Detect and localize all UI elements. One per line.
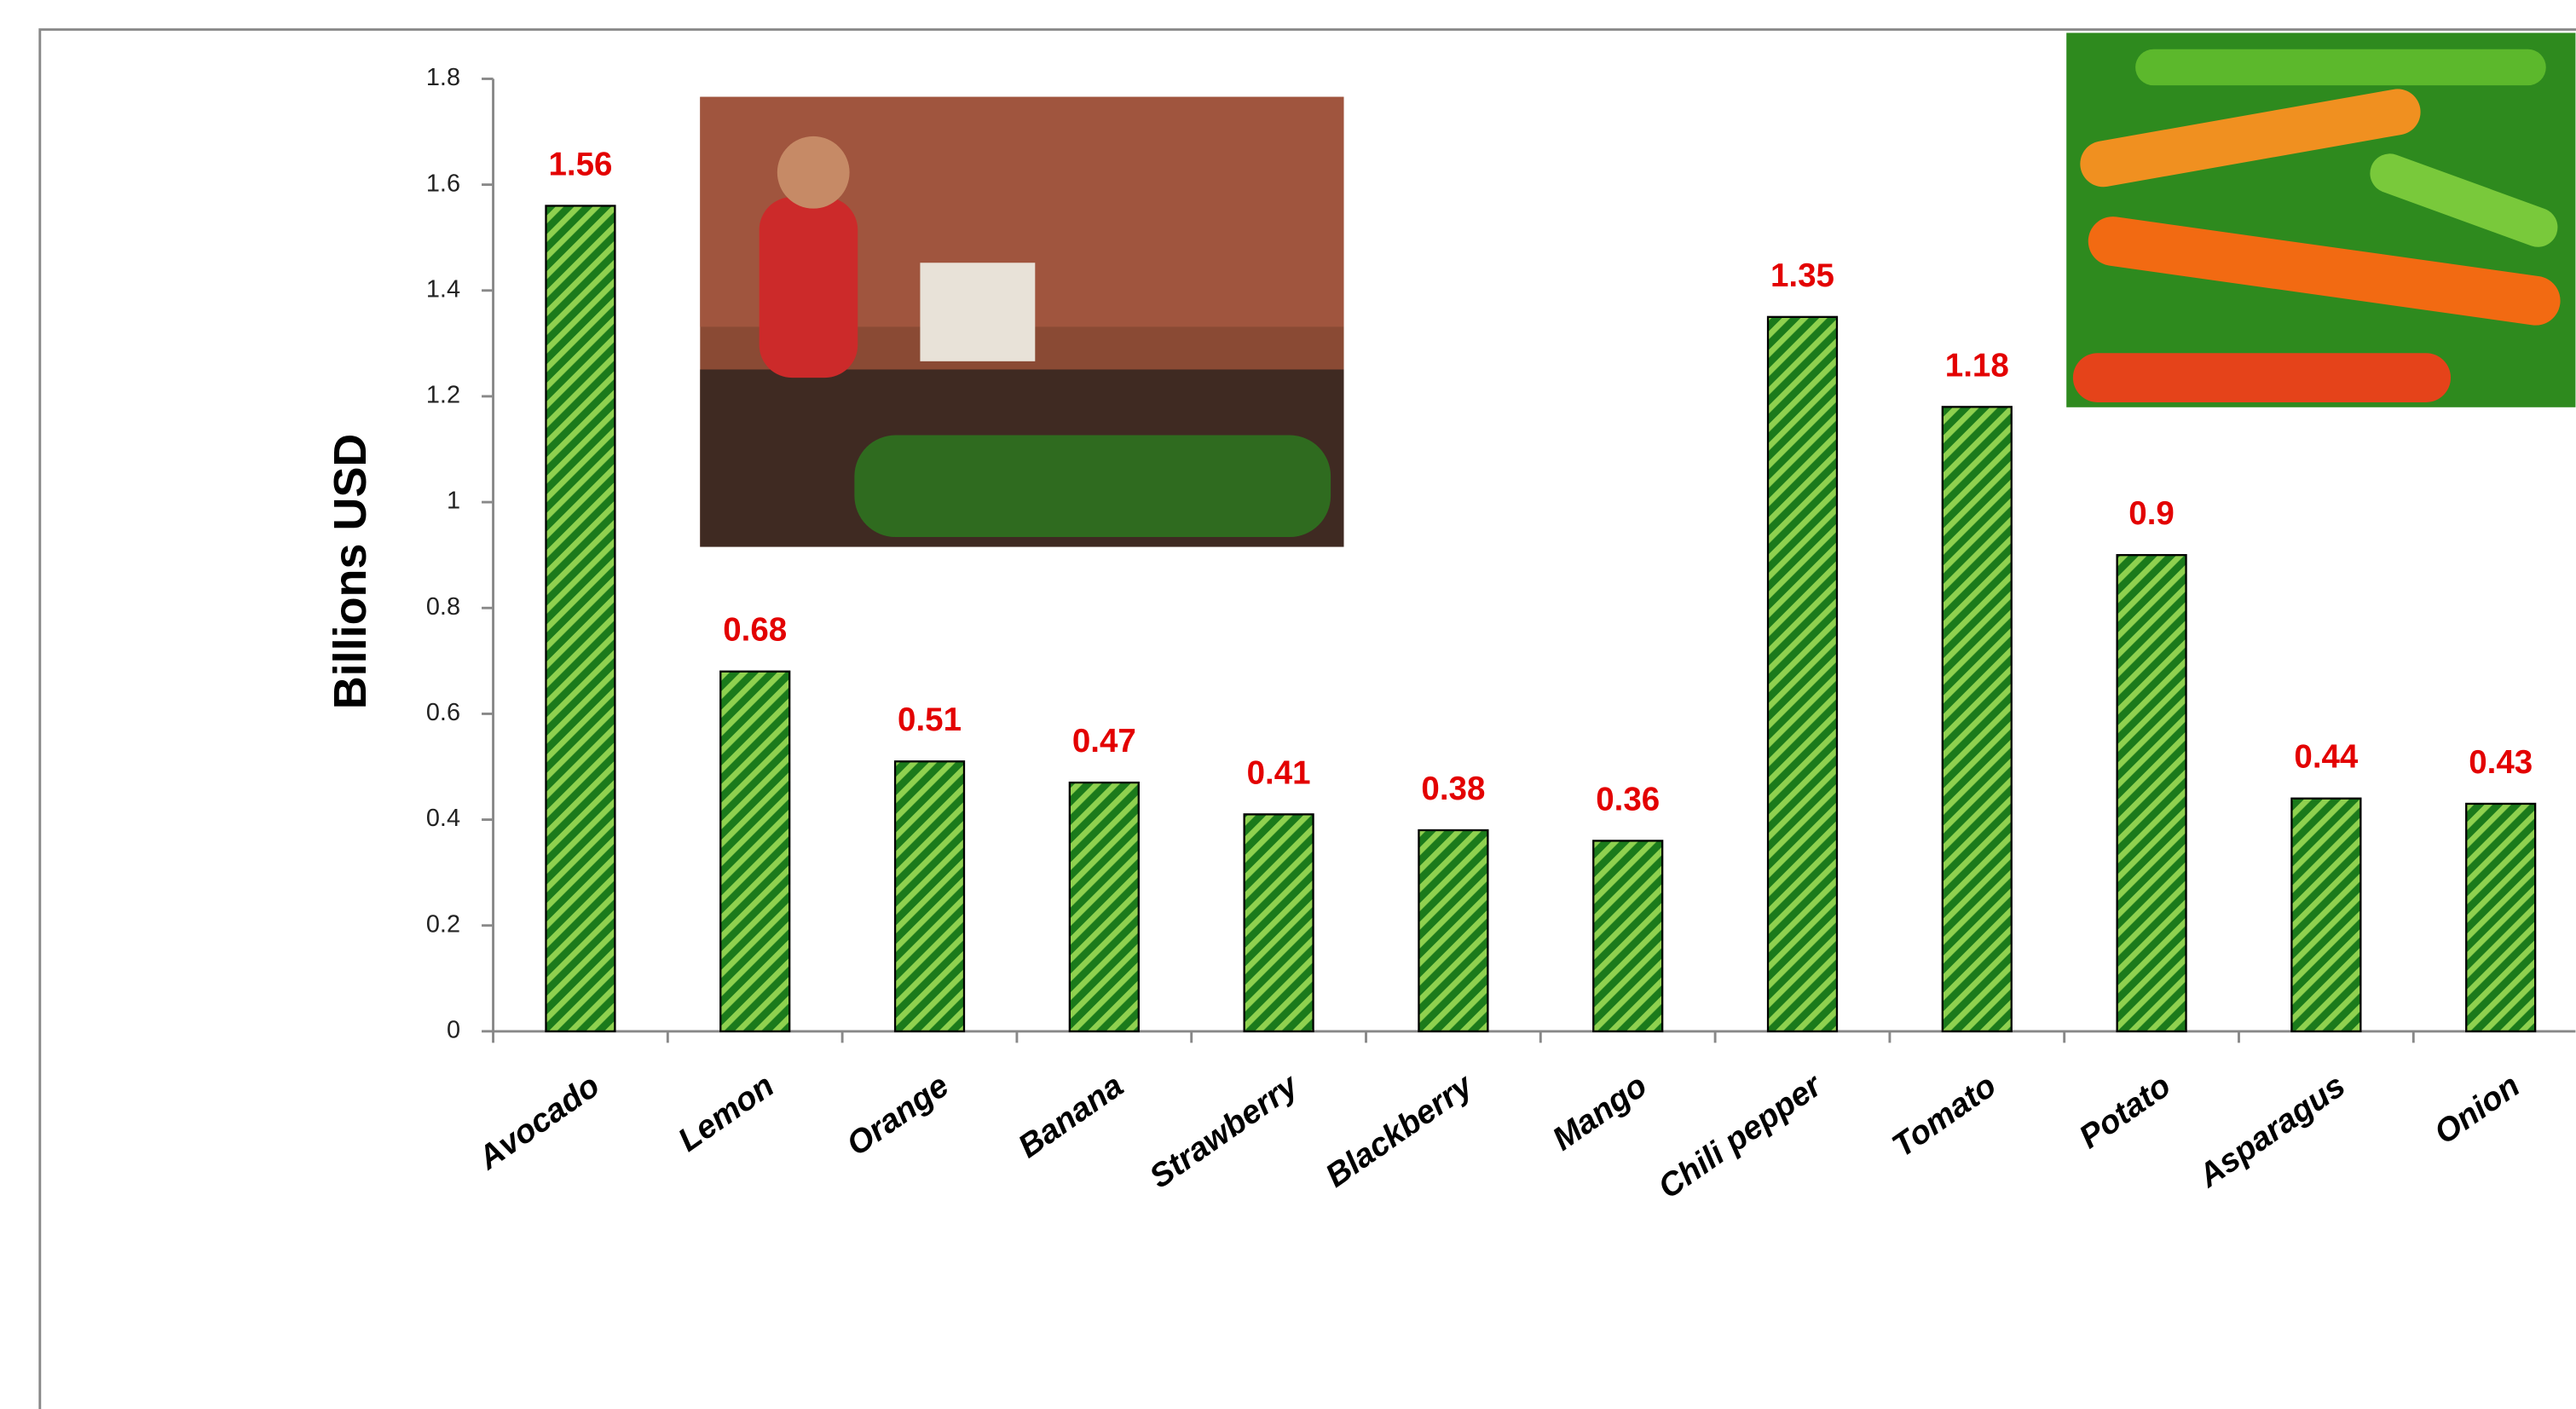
x-tick-label: Potato [2073,1067,2178,1156]
value-label: 0.51 [898,702,962,738]
y-tick-label: 0.4 [426,805,460,832]
bar [2290,797,2362,1033]
bar [2116,554,2187,1033]
x-tick-label: Strawberry [1143,1066,1307,1196]
y-tick-label: 0.2 [426,910,460,938]
y-tick-label: 1 [447,488,460,515]
x-tick-label: Mango [1546,1067,1654,1158]
y-axis-label: Billions USD [325,434,376,710]
value-label: 0.68 [723,612,787,649]
y-tick-label: 0.6 [426,699,460,726]
bar [1418,829,1489,1033]
value-label: 0.43 [2469,744,2533,781]
x-tick-label: Banana [1012,1067,1130,1165]
y-tick-label: 0.8 [426,593,460,621]
x-tick-label: Blackberry [1319,1066,1481,1195]
x-tick-label: Chili pepper [1652,1066,1830,1206]
bar [1592,840,1664,1033]
bar [1941,406,2013,1033]
bar [1068,781,1140,1033]
value-label: 0.44 [2294,739,2359,776]
value-label: 1.56 [548,146,612,182]
y-tick-label: 1.4 [426,275,460,303]
y-tick-label: 0 [447,1017,460,1044]
bar [719,670,791,1033]
bar [545,205,616,1033]
y-tick-label: 1.6 [426,170,460,197]
value-label: 1.35 [1770,257,1834,294]
value-label: 0.38 [1421,771,1485,807]
y-tick-label: 1.8 [426,64,460,91]
y-tick-label: 1.2 [426,382,460,409]
x-tick-label: Avocado [471,1067,606,1177]
x-tick-label: Onion [2428,1067,2527,1152]
photo-avocado [700,96,1344,547]
photo-peppers [2066,32,2576,407]
value-label: 1.18 [1945,347,2009,384]
x-tick-label: Tomato [1886,1067,2002,1164]
bar [893,760,966,1033]
bar [2465,802,2537,1033]
x-tick-label: Orange [840,1067,956,1164]
x-tick-label: Lemon [672,1067,781,1159]
value-label: 0.41 [1247,754,1311,791]
value-label: 0.36 [1596,781,1660,817]
value-label: 0.9 [2128,495,2175,532]
bar [1766,315,1839,1033]
chart-frame [38,28,2576,1409]
value-label: 0.47 [1072,723,1136,759]
x-tick-label: Asparagus [2192,1067,2353,1195]
bar [1243,813,1314,1033]
